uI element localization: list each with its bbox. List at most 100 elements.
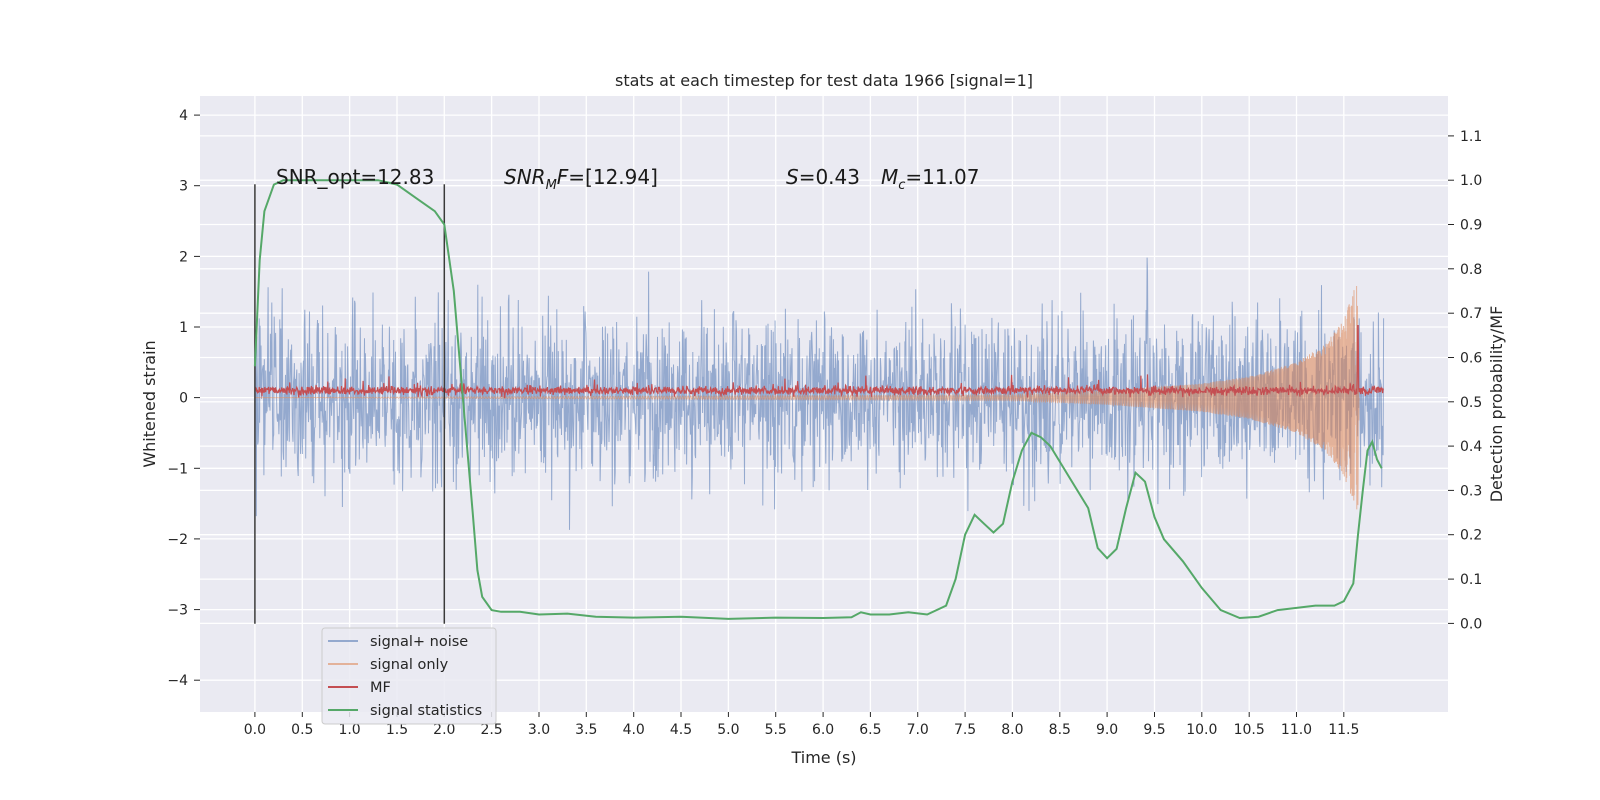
x-tick-label: 7.5 [954,722,976,738]
x-tick-7: 3.5 [575,712,597,738]
y-tick-8: 4 [179,108,200,124]
y-axis-ticks: −4 −3 −2 −1 0 1 2 3 4 [167,108,200,689]
x-tick-19: 9.5 [1143,712,1166,738]
x-tick-23: 11.5 [1328,712,1359,738]
y2-tick-10: 1.0 [1448,173,1482,189]
x-tick-22: 11.0 [1281,712,1312,738]
y2-axis-ticks: 0.0 0.1 0.2 0.3 0.4 0.5 0.6 0.7 0.8 0.9 1.0 1.1 [1448,129,1482,632]
legend-label-mf: MF [370,680,391,696]
y2-tick-label: 0.5 [1460,395,1482,411]
x-tick-label: 8.5 [1049,722,1071,738]
x-tick-13: 6.5 [859,712,882,738]
y-tick-label: 0 [179,391,188,407]
y2-tick-5: 0.5 [1448,395,1482,411]
y2-tick-label: 0.4 [1460,439,1482,455]
y-tick-4: 0 [179,391,200,407]
y2-tick-6: 0.6 [1448,351,1482,367]
y2-tick-1: 0.1 [1448,572,1482,588]
y2-tick-label: 1.1 [1460,129,1482,145]
x-tick-20: 10.0 [1186,712,1217,738]
y2-tick-2: 0.2 [1448,528,1482,544]
legend-box [321,627,497,725]
legend-label-signal-statistics: signal statistics [370,703,482,719]
x-axis-ticks: 0.0 0.5 1.0 1.5 2.0 2.5 3.0 3.5 4.0 4.5 5.0 5.5 6.0 6… [244,712,1359,738]
series-mf [254,325,1385,399]
y2-tick-11: 1.1 [1448,129,1482,145]
legend: signal+ noise signal only MF signal stat… [321,627,497,725]
x-tick-0: 0.0 [244,712,266,738]
x-tick-label: 0.0 [244,722,266,738]
annotation-snr-opt: SNR_opt=12.83 [276,165,434,189]
y2-tick-8: 0.8 [1448,262,1482,278]
x-tick-label: 8.0 [1001,722,1023,738]
x-tick-label: 2.5 [480,722,502,738]
x-tick-18: 9.0 [1096,712,1118,738]
x-tick-11: 5.5 [765,712,787,738]
x-tick-label: 2.0 [433,722,455,738]
y2-tick-4: 0.4 [1448,439,1482,455]
x-tick-10: 5.0 [717,712,740,738]
y-tick-label: 4 [179,108,188,124]
series-signal-plus-noise [254,257,1385,530]
y2-tick-3: 0.3 [1448,483,1482,499]
y2-tick-7: 0.7 [1448,306,1482,322]
y-tick-label: −4 [167,673,188,689]
x-tick-label: 5.0 [717,722,739,738]
x-tick-label: 1.5 [386,722,408,738]
y2-tick-label: 1.0 [1460,173,1482,189]
y-tick-label: −3 [167,603,188,619]
x-tick-12: 6.0 [812,712,834,738]
x-tick-label: 11.5 [1328,722,1359,738]
y-tick-5: 1 [179,320,200,336]
y-tick-label: −1 [167,461,188,477]
x-tick-label: 5.5 [765,722,787,738]
y-tick-1: −3 [167,603,200,619]
x-tick-17: 8.5 [1049,712,1071,738]
x-tick-8: 4.0 [623,712,645,738]
y2-tick-label: 0.3 [1460,483,1482,499]
annotations: SNR_opt=12.83 SNRMF=[12.94] S=0.43 Mc=11… [276,165,979,193]
y-tick-2: −2 [167,532,200,548]
y2-tick-label: 0.7 [1460,306,1482,322]
x-tick-6: 3.0 [528,712,550,738]
y-tick-label: 3 [179,179,188,195]
x-tick-label: 0.5 [291,722,313,738]
annotation-s: S=0.43 [786,165,860,189]
x-tick-21: 10.5 [1234,712,1265,738]
x-tick-label: 10.0 [1186,722,1217,738]
x-tick-label: 3.5 [575,722,597,738]
x-axis-title: Time (s) [790,748,856,767]
y-axis-title: Whitened strain [140,340,159,467]
y2-tick-9: 0.9 [1448,218,1482,234]
y2-tick-label: 0.6 [1460,351,1482,367]
x-tick-label: 6.0 [812,722,834,738]
signal-plus-noise-series [254,257,1385,530]
annotation-mc: Mc=11.07 [881,165,979,193]
y-tick-0: −4 [167,673,200,689]
y-tick-7: 3 [179,179,200,195]
x-tick-label: 1.0 [338,722,360,738]
series-signal-statistics [253,179,1383,620]
annotation-snr-mf: SNRMF=[12.94] [504,165,658,193]
x-tick-label: 6.5 [859,722,881,738]
y-tick-label: 2 [179,249,188,265]
x-tick-label: 4.0 [623,722,645,738]
y-tick-3: −1 [167,461,200,477]
y2-tick-0: 0.0 [1448,616,1482,632]
legend-label-signal-plus-noise: signal+ noise [370,634,468,650]
x-tick-label: 4.5 [670,722,692,738]
y2-axis-title: Detection probability/MF [1487,306,1506,503]
y2-tick-label: 0.8 [1460,262,1482,278]
series-signal-only [254,285,1360,510]
x-tick-9: 4.5 [670,712,692,738]
y2-tick-label: 0.1 [1460,572,1482,588]
x-tick-16: 8.0 [1001,712,1024,738]
y-tick-label: 1 [179,320,188,336]
x-tick-label: 9.5 [1143,722,1165,738]
legend-label-signal-only: signal only [370,657,449,673]
x-tick-1: 0.5 [291,712,313,738]
x-tick-label: 7.0 [907,722,929,738]
y-tick-label: −2 [167,532,188,548]
signal-statistics-series [253,179,1383,620]
y-tick-6: 2 [179,249,200,265]
